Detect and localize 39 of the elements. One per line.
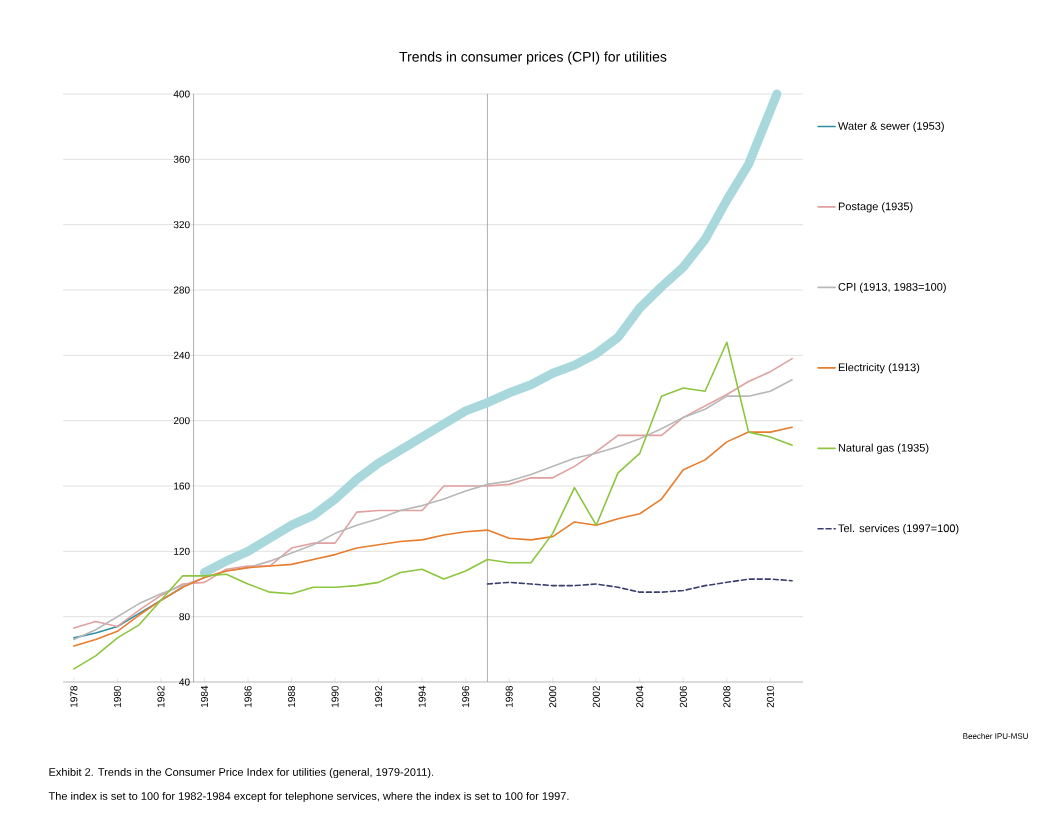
x-tick-label: 1982 <box>157 686 165 708</box>
legend-label: CPI (1913, 1983=100) <box>838 282 946 293</box>
x-tick-label: 1980 <box>113 685 121 708</box>
y-tick-label: 320 <box>173 221 190 229</box>
x-tick-label: 1984 <box>200 685 209 708</box>
legend-label: Tel. services (1997=100) <box>838 524 959 535</box>
legend-label: Water & sewer (1953) <box>838 121 944 132</box>
x-tick-label: 1988 <box>288 685 296 708</box>
text: The index is set to 100 for 1982-1984 except for telephone services, where the index is set to 100 for 1997. <box>48 791 569 803</box>
x-tick-label: 2008 <box>723 685 731 708</box>
y-tick-label: 120 <box>174 547 190 555</box>
text: Exhibit 2. Trends in the Consumer Price Index for utilities (general, 1979-2011). <box>49 767 434 779</box>
x-tick-label: 1990 <box>331 685 339 708</box>
chart-title: Trends in consumer prices (CPI) for utilities <box>399 51 667 65</box>
x-tick-label: 1992 <box>375 686 383 708</box>
y-tick-label: 240 <box>173 351 190 359</box>
x-tick-label: 1986 <box>244 685 252 708</box>
y-tick-label: 400 <box>173 90 190 98</box>
line-series <box>73 341 793 670</box>
y-tick-label: 360 <box>173 155 190 163</box>
x-tick-label: 1998 <box>505 685 513 708</box>
y-tick-label: 200 <box>173 417 190 425</box>
y-tick-label: 40 <box>179 678 190 686</box>
y-tick-label: 280 <box>173 286 190 294</box>
x-tick-label: 1978 <box>70 685 78 708</box>
y-tick-label: 160 <box>174 482 190 490</box>
x-tick-label: 2002 <box>592 686 600 708</box>
x-tick-label: 1996 <box>462 685 470 708</box>
x-tick-label: 1994 <box>418 685 426 708</box>
x-tick-label: 2006 <box>679 685 687 708</box>
x-tick-label: 2010 <box>766 685 774 708</box>
legend-label: Electricity (1913) <box>838 363 920 374</box>
x-tick-label: 2000 <box>549 685 557 708</box>
legend-label: Natural gas (1935) <box>838 443 929 454</box>
legend-label: Postage (1935) <box>838 202 913 213</box>
x-tick-label: 2004 <box>636 685 644 708</box>
text: Beecher IPU-MSU <box>963 733 1028 739</box>
y-tick-label: 80 <box>179 613 190 621</box>
line-series <box>73 426 793 647</box>
